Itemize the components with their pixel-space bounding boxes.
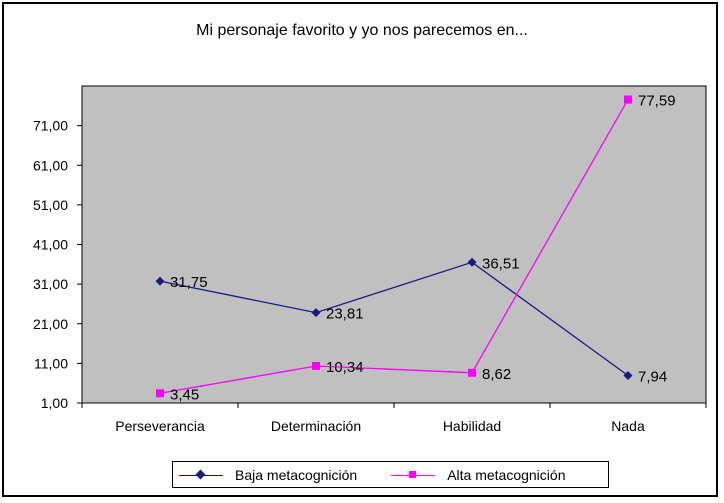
square-marker-icon xyxy=(409,470,417,478)
legend-label-alta: Alta metacognición xyxy=(447,466,566,483)
series-line-0 xyxy=(159,261,629,377)
plot-area xyxy=(81,85,707,404)
x-tick-label: Habilidad xyxy=(443,418,501,434)
data-point xyxy=(468,368,476,377)
legend: Baja metacognición Alta metacognición xyxy=(172,461,609,488)
legend-swatch-alta xyxy=(387,468,439,482)
data-point xyxy=(156,389,164,398)
y-tick-label: 41,00 xyxy=(33,237,68,253)
data-point xyxy=(467,257,477,267)
y-tick-label: 1,00 xyxy=(41,395,68,411)
data-label: 3,45 xyxy=(170,386,199,403)
data-point xyxy=(311,308,321,318)
data-point xyxy=(155,276,165,286)
y-tick-label: 71,00 xyxy=(33,118,68,134)
legend-swatch-baja xyxy=(175,468,227,482)
data-label: 8,62 xyxy=(482,366,511,383)
x-tick-label: Perseverancia xyxy=(115,418,205,434)
legend-item-baja: Baja metacognición xyxy=(175,467,357,483)
chart-title: Mi personaje favorito y yo nos parecemos… xyxy=(196,22,528,39)
y-tick-label: 31,00 xyxy=(33,276,68,292)
data-label: 77,59 xyxy=(638,93,676,110)
y-tick-label: 21,00 xyxy=(33,316,68,332)
legend-item-alta: Alta metacognición xyxy=(387,467,565,483)
x-tick-label: Determinación xyxy=(271,418,361,434)
data-label: 36,51 xyxy=(482,255,520,272)
data-label: 31,75 xyxy=(170,274,208,291)
data-label: 7,94 xyxy=(638,369,667,386)
y-tick-label: 61,00 xyxy=(33,157,68,173)
data-label: 23,81 xyxy=(326,306,364,323)
data-label: 10,34 xyxy=(326,359,364,376)
x-tick-label: Nada xyxy=(611,418,645,434)
y-tick-label: 11,00 xyxy=(34,355,68,371)
series-line-1 xyxy=(159,99,629,394)
diamond-marker-icon xyxy=(195,469,206,479)
y-tick-label: 51,00 xyxy=(33,197,68,213)
data-point xyxy=(623,371,633,381)
legend-label-baja: Baja metacognición xyxy=(235,466,358,483)
data-point xyxy=(624,95,632,104)
data-point xyxy=(312,361,320,370)
